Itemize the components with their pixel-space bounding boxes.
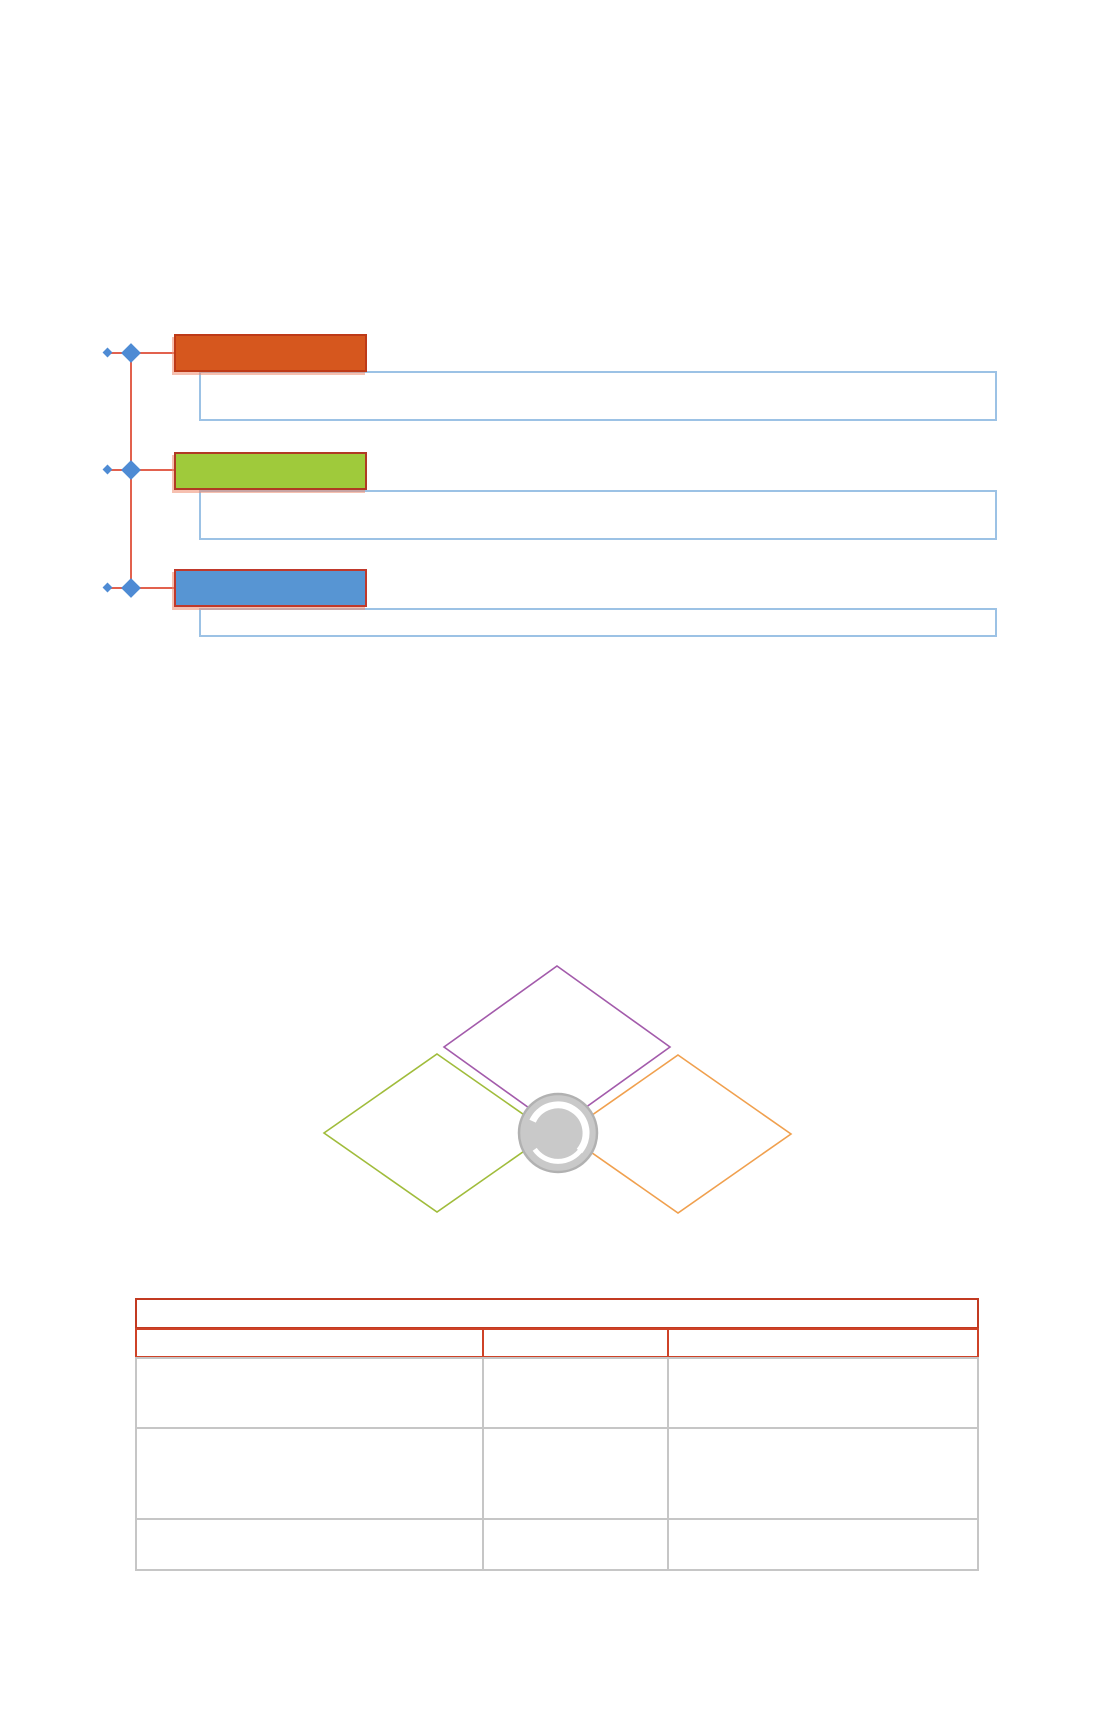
note-box-2[interactable] <box>199 490 997 540</box>
diamond-bullet-icon <box>121 343 141 363</box>
header-bar-green[interactable] <box>174 452 367 490</box>
table-header-cell[interactable] <box>484 1330 669 1356</box>
table-body <box>135 1357 979 1571</box>
diamond-diagram <box>322 965 793 1214</box>
table <box>135 1298 979 1571</box>
table-cell[interactable] <box>484 1429 669 1518</box>
table-row <box>137 1359 977 1429</box>
diamond-outline-orange[interactable] <box>563 1054 793 1214</box>
table-cell[interactable] <box>484 1520 669 1569</box>
table-cell[interactable] <box>669 1359 977 1427</box>
connector-line-item2 <box>107 469 175 471</box>
header-bar-orange[interactable] <box>174 334 367 372</box>
connector-line-item1 <box>107 352 175 354</box>
diamond-outline-green[interactable] <box>322 1053 552 1213</box>
table-cell[interactable] <box>669 1520 977 1569</box>
table-header-row <box>135 1328 979 1358</box>
table-banner-row[interactable] <box>135 1298 979 1329</box>
diamond-bullet-icon <box>121 578 141 598</box>
sphere-gloss-bottom-arc <box>532 1147 584 1164</box>
table-header-cell[interactable] <box>669 1330 977 1356</box>
table-cell[interactable] <box>669 1429 977 1518</box>
table-row <box>137 1429 977 1520</box>
sphere-gloss-top-arc <box>529 1101 590 1154</box>
table-header-cell[interactable] <box>137 1330 484 1356</box>
header-bar-blue[interactable] <box>174 569 367 607</box>
table-cell[interactable] <box>137 1520 484 1569</box>
diamond-bullet-icon <box>121 460 141 480</box>
table-row <box>137 1520 977 1569</box>
connector-line-item3 <box>107 587 175 589</box>
note-box-3[interactable] <box>199 608 997 637</box>
note-box-1[interactable] <box>199 371 997 421</box>
connector-end-tick-item1 <box>102 347 113 358</box>
table-cell[interactable] <box>137 1359 484 1427</box>
table-cell[interactable] <box>484 1359 669 1427</box>
connector-end-tick-item3 <box>102 582 113 593</box>
table-cell[interactable] <box>137 1429 484 1518</box>
connector-end-tick-item2 <box>102 464 113 475</box>
